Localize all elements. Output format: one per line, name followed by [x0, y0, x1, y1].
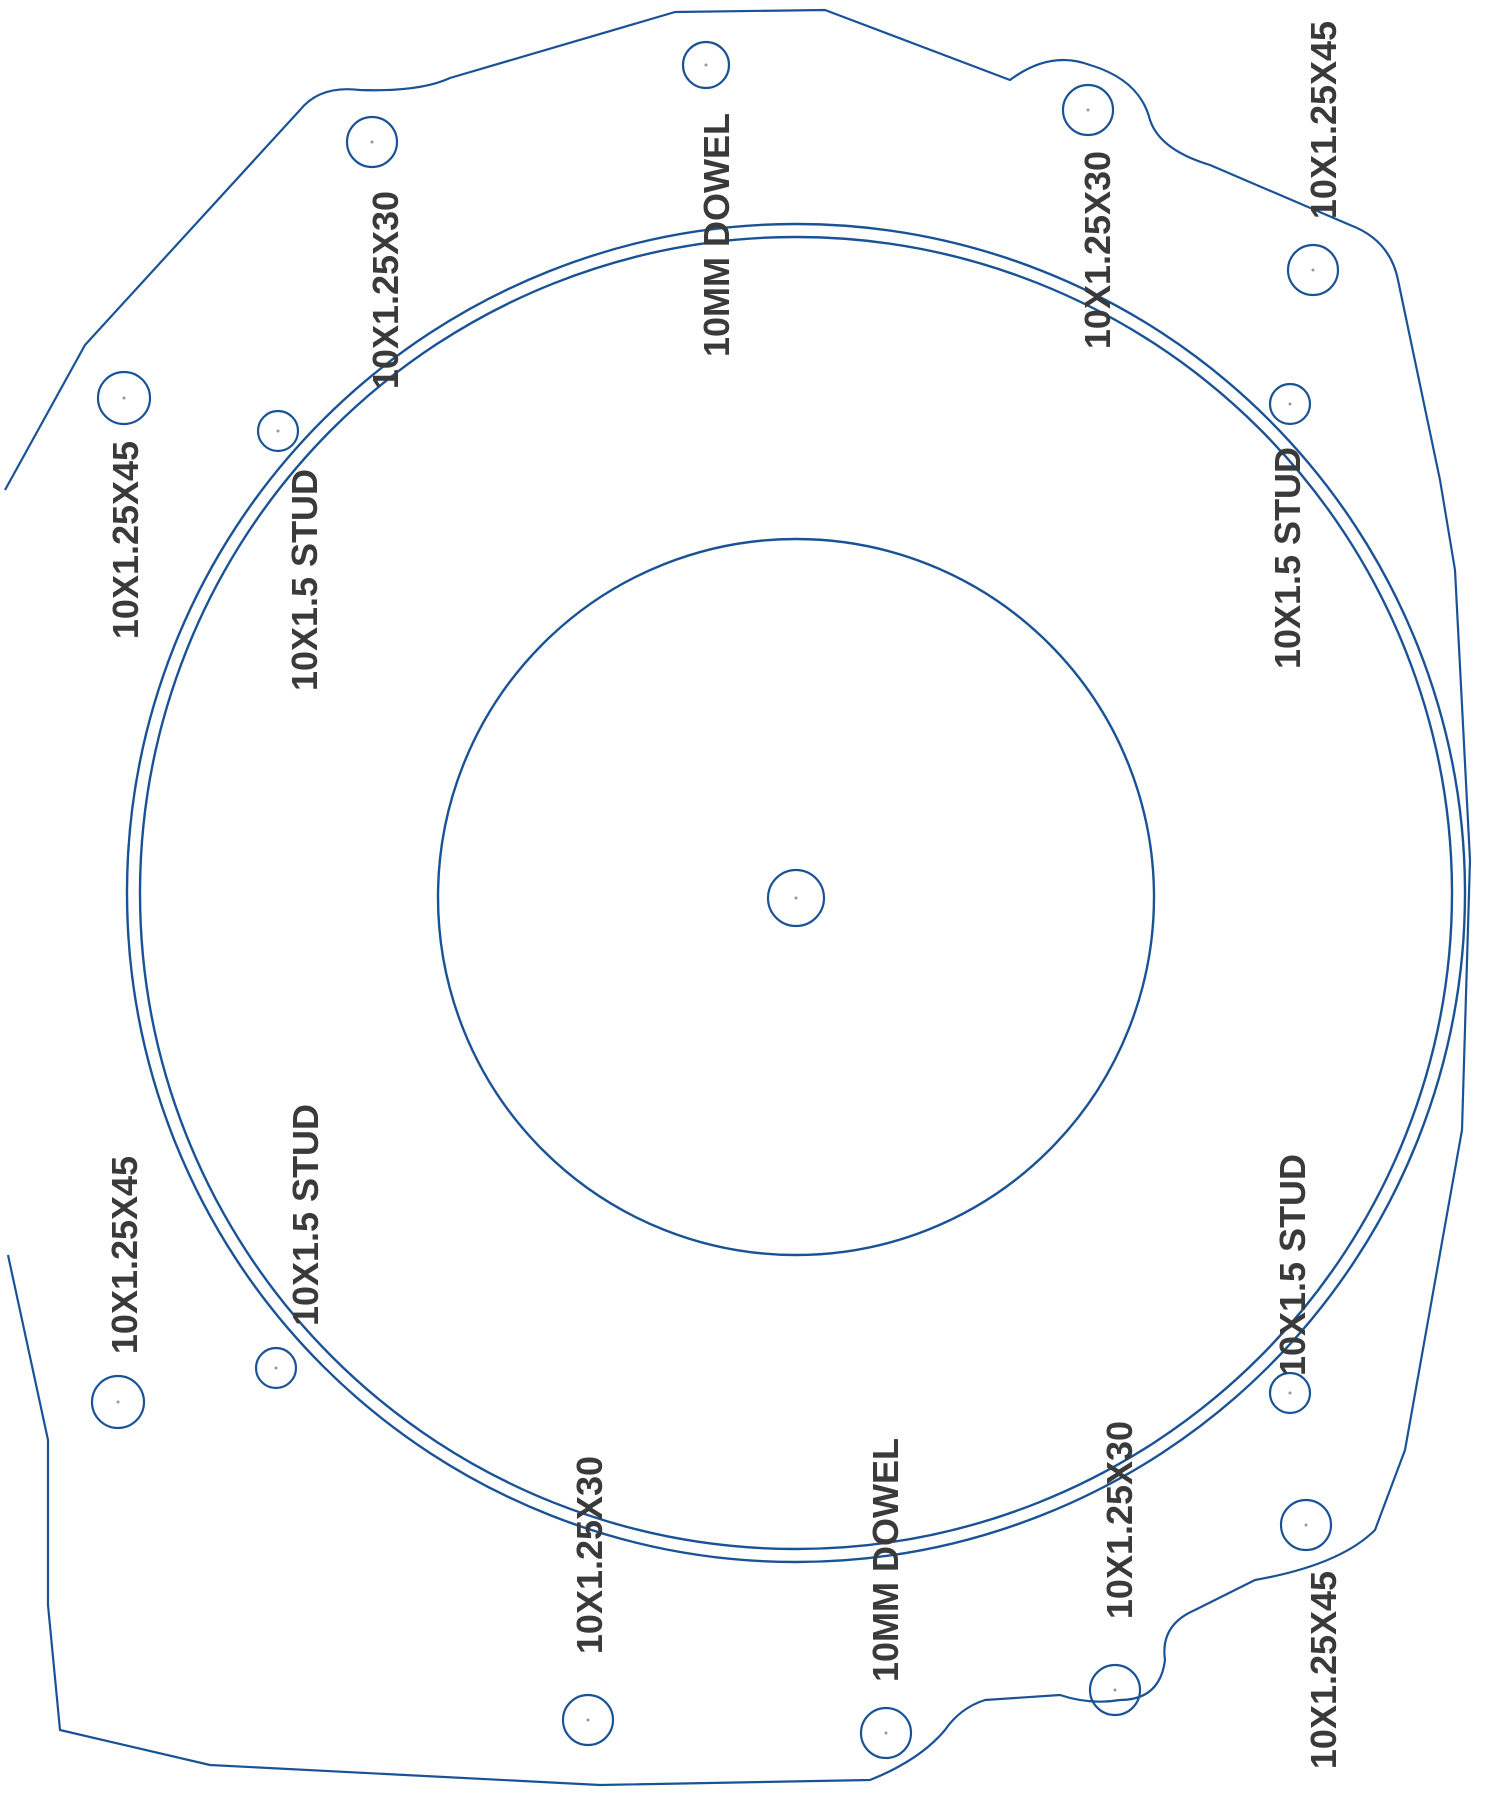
label-right-top-stud: 10X1.5 STUD: [1267, 447, 1308, 669]
bolt-hole: [561, 1693, 615, 1747]
bolt-hole: [859, 1706, 913, 1760]
label-right-top-bolt: 10X1.25X45: [1303, 21, 1344, 219]
bolt-hole: [1061, 83, 1115, 137]
label-left-top-bolt: 10X1.25X45: [105, 441, 146, 639]
center-hole: [766, 868, 826, 928]
label-top-left-bolt: 10X1.25X30: [365, 191, 406, 389]
label-top-right-bolt: 10X1.25X30: [1077, 151, 1118, 349]
stud-hole: [1268, 382, 1312, 426]
label-left-top-stud: 10X1.5 STUD: [284, 469, 325, 691]
bolt-hole: [90, 1374, 146, 1430]
label-left-bottom-bolt: 10X1.25X45: [104, 1156, 145, 1354]
bolt-hole: [1279, 1498, 1333, 1552]
bore-ring-inner: [138, 235, 1454, 1551]
stud-hole: [256, 409, 300, 453]
center-circle: [436, 537, 1156, 1257]
bolt-holes: [90, 40, 1340, 1760]
bolt-hole: [681, 40, 731, 90]
label-left-bottom-stud: 10X1.5 STUD: [285, 1104, 326, 1326]
label-right-bottom-stud: 10X1.5 STUD: [1272, 1154, 1313, 1376]
bore-ring-outer: [125, 222, 1467, 1564]
stud-hole: [254, 1346, 298, 1390]
label-bottom-right-bolt: 10X1.25X30: [1099, 1421, 1140, 1619]
stud-hole: [1268, 1371, 1312, 1415]
bolt-hole: [1088, 1663, 1142, 1717]
bolt-hole: [1286, 243, 1340, 297]
bolt-hole: [96, 370, 152, 426]
label-bottom-left-bolt: 10X1.25X30: [569, 1456, 610, 1654]
housing-outline: [4, 8, 1472, 1787]
label-top-dowel: 10MM DOWEL: [696, 113, 737, 357]
label-right-bottom-bolt: 10X1.25X45: [1303, 1571, 1344, 1769]
bolt-hole: [345, 115, 399, 169]
label-bottom-dowel: 10MM DOWEL: [865, 1438, 906, 1682]
